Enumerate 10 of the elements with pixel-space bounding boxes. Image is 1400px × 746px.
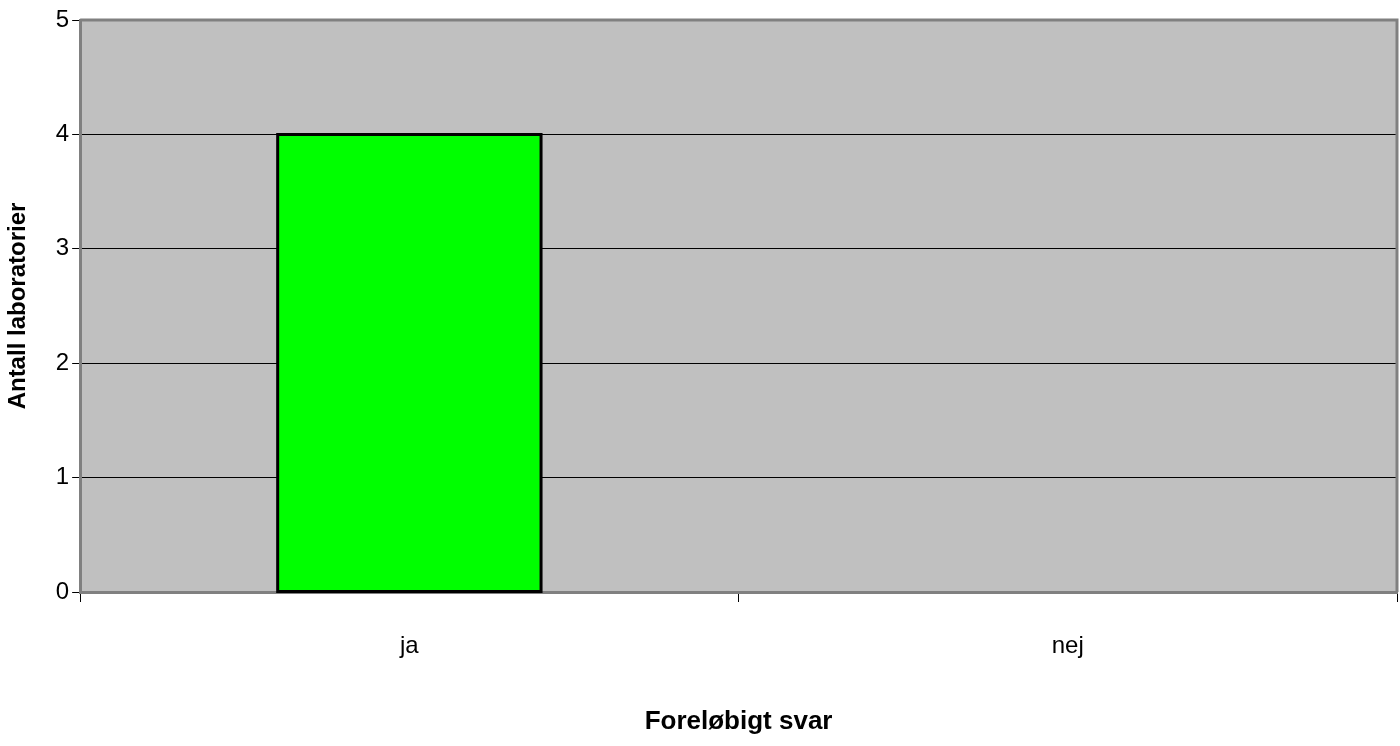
x-tick-label: nej [1051,631,1084,659]
y-tick-label: 0 [55,576,70,604]
y-axis-title: Antall laboratorier [3,202,31,410]
y-tick-label: 3 [55,233,70,261]
y-tick-label: 2 [55,347,70,375]
y-tick-label: 5 [55,4,70,32]
x-axis-title: Foreløbigt svar [644,704,833,735]
x-tick-label: ja [399,631,420,659]
y-tick-label: 4 [55,119,70,147]
y-tick-label: 1 [55,462,70,490]
